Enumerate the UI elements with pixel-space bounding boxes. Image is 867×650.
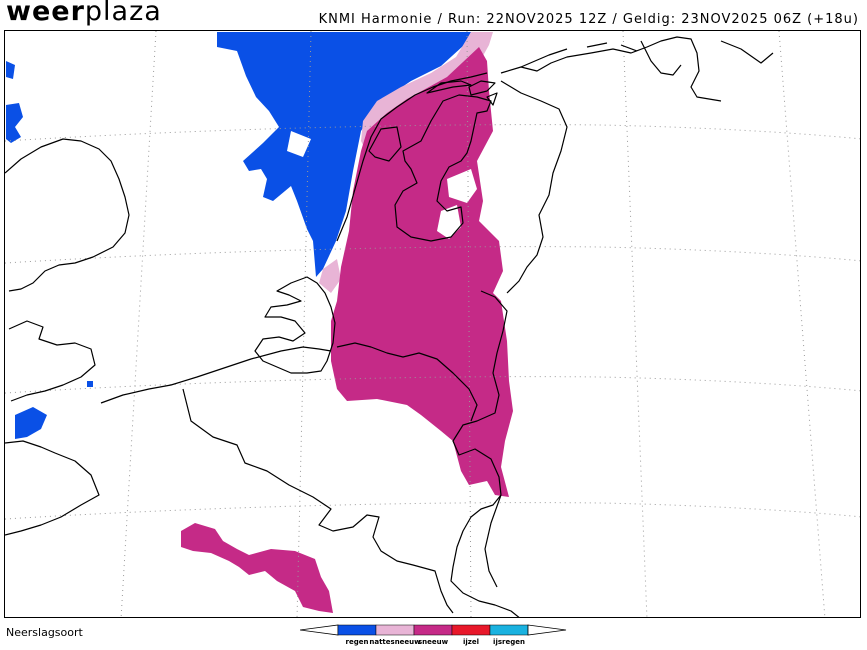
coastlines-borders bbox=[5, 36, 774, 617]
legend-swatch-sneeuw bbox=[413, 624, 453, 636]
run-info: KNMI Harmonie / Run: 22NOV2025 12Z / Gel… bbox=[318, 12, 859, 27]
precipitation-type-map bbox=[4, 30, 861, 618]
weerplaza-logo: weerplaza bbox=[6, 0, 162, 27]
legend-label-ijzel: ijzel bbox=[462, 638, 480, 646]
logo-light-text: plaza bbox=[84, 0, 162, 27]
legend-arrow-left bbox=[300, 624, 339, 636]
legend-arrow-right bbox=[527, 624, 567, 636]
legend-swatch-ijzel bbox=[451, 624, 491, 636]
snow-area bbox=[181, 47, 513, 613]
logo-bold-text: weer bbox=[6, 0, 85, 27]
legend-label-sneeuw: sneeuw bbox=[417, 638, 449, 646]
legend-label-ijsregen: ijsregen bbox=[493, 638, 525, 646]
map-canvas bbox=[5, 31, 860, 617]
rain-area bbox=[6, 32, 471, 439]
legend-swatch-ijsregen bbox=[489, 624, 529, 636]
graticule bbox=[5, 31, 860, 617]
legend-swatch-nattesneeuw bbox=[375, 624, 415, 636]
legend-swatch-regen bbox=[337, 624, 377, 636]
legend-colorbar bbox=[300, 624, 567, 636]
legend-label-nattesneeuw: nattesneeuw bbox=[369, 638, 421, 646]
legend-label-regen: regen bbox=[345, 638, 369, 646]
legend-title: Neerslagsoort bbox=[6, 626, 83, 639]
wet-snow-area bbox=[319, 32, 493, 293]
